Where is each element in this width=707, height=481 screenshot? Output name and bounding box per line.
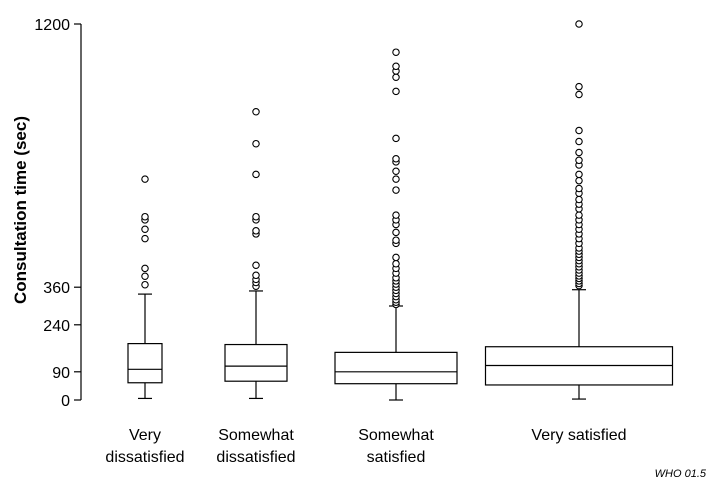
category-label: dissatisfied: [105, 449, 184, 466]
box-group: [484, 20, 674, 400]
outlier-point: [141, 280, 149, 289]
outlier-point: [575, 156, 583, 165]
iqr-box: [127, 343, 163, 384]
iqr-box: [334, 351, 458, 385]
outlier-point: [575, 184, 583, 193]
box-group: [127, 175, 163, 400]
y-axis: 0 90 240 360 1200: [34, 17, 82, 410]
outlier-point: [252, 107, 260, 116]
outlier-point: [575, 170, 583, 179]
y-tick-label: 240: [43, 318, 70, 335]
y-tick-label: 360: [43, 280, 70, 297]
outlier-point: [392, 134, 400, 143]
outlier-point: [392, 167, 400, 176]
outlier-point: [392, 62, 400, 71]
outlier-point: [575, 176, 583, 185]
y-tick-label: 0: [61, 393, 70, 410]
outlier-point: [141, 212, 149, 221]
outlier-point: [392, 211, 400, 219]
outlier-point: [141, 234, 149, 243]
category-label: Very: [129, 427, 161, 444]
outlier-point: [575, 211, 583, 219]
outlier-point: [392, 73, 400, 82]
category-label: dissatisfied: [216, 449, 295, 466]
outlier-point: [575, 20, 583, 28]
boxes: [127, 20, 674, 401]
outlier-point: [252, 170, 260, 179]
outlier-point: [392, 186, 400, 194]
outlier-point: [252, 227, 260, 235]
outlier-point: [575, 82, 583, 91]
outlier-point: [392, 154, 400, 163]
category-label: satisfied: [367, 449, 426, 466]
outlier-point: [575, 90, 583, 99]
outlier-point: [575, 195, 583, 204]
outlier-point: [392, 236, 400, 244]
category-label: Very satisfied: [531, 427, 626, 444]
outlier-point: [575, 137, 583, 146]
outlier-point: [392, 259, 400, 268]
outlier-point: [252, 271, 260, 280]
y-tick-label: 1200: [34, 17, 70, 34]
y-tick-label: 90: [52, 365, 70, 382]
outlier-point: [141, 225, 149, 233]
y-axis-title: Consultation time (sec): [11, 116, 30, 304]
outlier-point: [575, 126, 583, 135]
outlier-point: [252, 261, 260, 270]
outlier-point: [575, 148, 583, 157]
outlier-point: [141, 175, 149, 183]
iqr-box: [224, 343, 288, 382]
outlier-point: [141, 272, 149, 280]
box-group: [334, 48, 458, 401]
outlier-point: [252, 139, 260, 148]
credit-label: WHO 01.5: [655, 468, 707, 480]
outlier-point: [392, 87, 400, 96]
outlier-point: [392, 228, 400, 237]
outlier-point: [252, 212, 260, 221]
category-label: Somewhat: [218, 427, 294, 444]
outlier-point: [392, 48, 400, 56]
category-label: Somewhat: [358, 427, 434, 444]
category-labels: Very dissatisfied Somewhat dissatisfied Some…: [105, 427, 626, 466]
outlier-point: [392, 253, 400, 262]
outlier-point: [141, 264, 149, 273]
box-group: [224, 107, 288, 400]
outlier-point: [392, 175, 400, 183]
